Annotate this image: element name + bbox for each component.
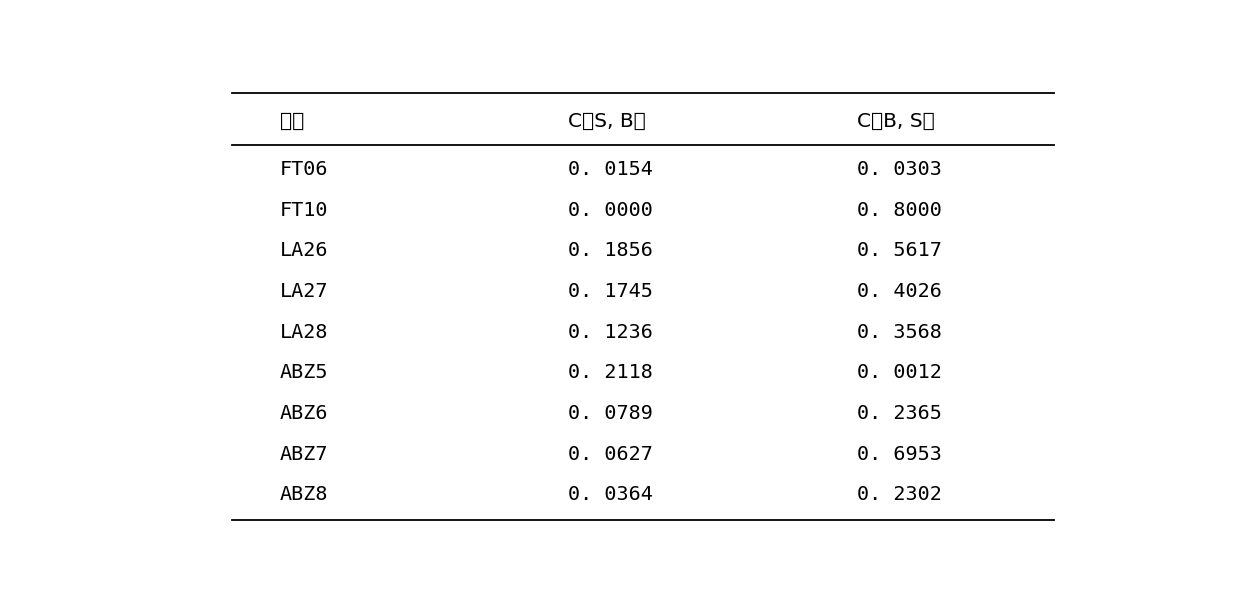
Text: 0. 0154: 0. 0154 xyxy=(568,160,653,179)
Text: 0. 0364: 0. 0364 xyxy=(568,486,653,504)
Text: 0. 0789: 0. 0789 xyxy=(568,404,653,423)
Text: 0. 0000: 0. 0000 xyxy=(568,201,653,220)
Text: 0. 1856: 0. 1856 xyxy=(568,242,653,260)
Text: LA28: LA28 xyxy=(280,323,329,342)
Text: FT10: FT10 xyxy=(280,201,329,220)
Text: 0. 0627: 0. 0627 xyxy=(568,445,653,464)
Text: 0. 0303: 0. 0303 xyxy=(857,160,941,179)
Text: ABZ6: ABZ6 xyxy=(280,404,329,423)
Text: 0. 5617: 0. 5617 xyxy=(857,242,941,260)
Text: 问题: 问题 xyxy=(280,112,304,131)
Text: 0. 4026: 0. 4026 xyxy=(857,282,941,301)
Text: 0. 1236: 0. 1236 xyxy=(568,323,653,342)
Text: FT06: FT06 xyxy=(280,160,329,179)
Text: ABZ5: ABZ5 xyxy=(280,364,329,382)
Text: 0. 1745: 0. 1745 xyxy=(568,282,653,301)
Text: 0. 3568: 0. 3568 xyxy=(857,323,941,342)
Text: C（B, S）: C（B, S） xyxy=(857,112,934,131)
Text: 0. 6953: 0. 6953 xyxy=(857,445,941,464)
Text: ABZ7: ABZ7 xyxy=(280,445,329,464)
Text: 0. 2118: 0. 2118 xyxy=(568,364,653,382)
Text: C（S, B）: C（S, B） xyxy=(568,112,646,131)
Text: ABZ8: ABZ8 xyxy=(280,486,329,504)
Text: 0. 0012: 0. 0012 xyxy=(857,364,941,382)
Text: 0. 2365: 0. 2365 xyxy=(857,404,941,423)
Text: LA27: LA27 xyxy=(280,282,329,301)
Text: 0. 8000: 0. 8000 xyxy=(857,201,941,220)
Text: LA26: LA26 xyxy=(280,242,329,260)
Text: 0. 2302: 0. 2302 xyxy=(857,486,941,504)
